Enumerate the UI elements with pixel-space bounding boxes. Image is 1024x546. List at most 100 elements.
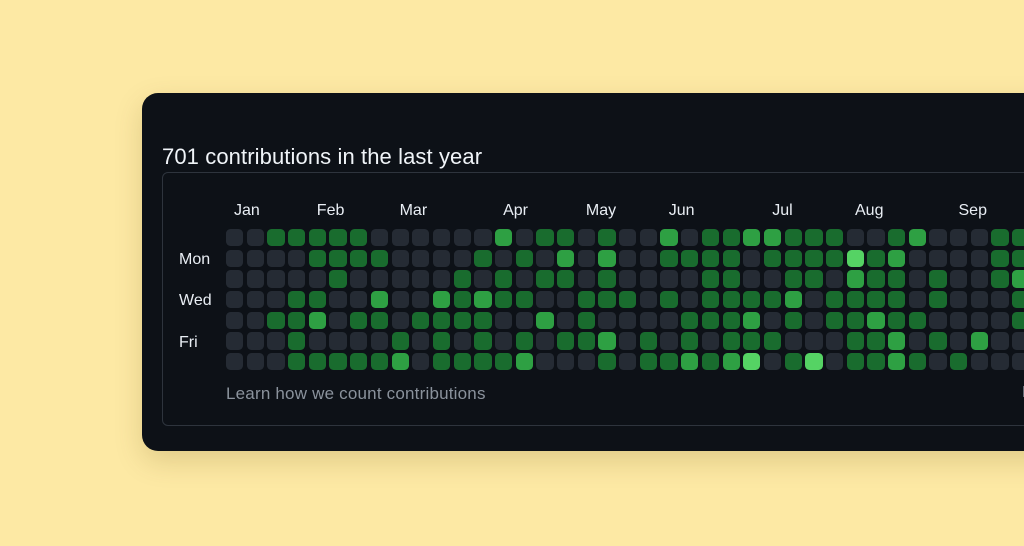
- contribution-cell[interactable]: [474, 311, 492, 330]
- contribution-cell[interactable]: [267, 311, 285, 330]
- contribution-cell[interactable]: [888, 332, 906, 350]
- contribution-cell[interactable]: [370, 229, 389, 247]
- contribution-cell[interactable]: [660, 353, 678, 371]
- contribution-cell[interactable]: [557, 332, 575, 350]
- contribution-cell[interactable]: [246, 353, 264, 371]
- contribution-cell[interactable]: [370, 311, 389, 330]
- contribution-cell[interactable]: [743, 311, 761, 330]
- contribution-cell[interactable]: [908, 311, 926, 330]
- contribution-cell[interactable]: [970, 353, 989, 371]
- contribution-cell[interactable]: [350, 332, 368, 350]
- contribution-cell[interactable]: [929, 332, 947, 350]
- contribution-cell[interactable]: [805, 353, 823, 371]
- contribution-cell[interactable]: [515, 311, 533, 330]
- contribution-cell[interactable]: [577, 270, 595, 288]
- contribution-cell[interactable]: [432, 270, 451, 288]
- contribution-cell[interactable]: [453, 311, 471, 330]
- contribution-cell[interactable]: [494, 291, 513, 309]
- contribution-cell[interactable]: [350, 353, 368, 371]
- contribution-cell[interactable]: [412, 291, 430, 309]
- contribution-cell[interactable]: [453, 270, 471, 288]
- contribution-cell[interactable]: [536, 311, 554, 330]
- contribution-cell[interactable]: [329, 311, 347, 330]
- contribution-cell[interactable]: [474, 270, 492, 288]
- contribution-cell[interactable]: [267, 353, 285, 371]
- contribution-cell[interactable]: [950, 249, 968, 267]
- contribution-cell[interactable]: [763, 270, 782, 288]
- contribution-cell[interactable]: [970, 229, 989, 247]
- contribution-cell[interactable]: [453, 291, 471, 309]
- contribution-cell[interactable]: [598, 353, 616, 371]
- contribution-cell[interactable]: [267, 270, 285, 288]
- contribution-cell[interactable]: [391, 332, 409, 350]
- contribution-cell[interactable]: [660, 311, 678, 330]
- contribution-cell[interactable]: [722, 291, 740, 309]
- contribution-cell[interactable]: [391, 291, 409, 309]
- contribution-cell[interactable]: [226, 249, 244, 267]
- contribution-cell[interactable]: [701, 311, 720, 330]
- contribution-cell[interactable]: [888, 291, 906, 309]
- contribution-cell[interactable]: [701, 291, 720, 309]
- contribution-cell[interactable]: [370, 270, 389, 288]
- contribution-cell[interactable]: [722, 270, 740, 288]
- contribution-cell[interactable]: [1012, 229, 1024, 247]
- contribution-cell[interactable]: [763, 229, 782, 247]
- contribution-cell[interactable]: [743, 291, 761, 309]
- contribution-cell[interactable]: [929, 270, 947, 288]
- contribution-cell[interactable]: [929, 229, 947, 247]
- contribution-cell[interactable]: [846, 291, 864, 309]
- contribution-cell[interactable]: [536, 353, 554, 371]
- contribution-cell[interactable]: [598, 311, 616, 330]
- contribution-cell[interactable]: [267, 291, 285, 309]
- contribution-cell[interactable]: [950, 353, 968, 371]
- contribution-cell[interactable]: [784, 311, 802, 330]
- contribution-cell[interactable]: [329, 249, 347, 267]
- contribution-cell[interactable]: [888, 353, 906, 371]
- contribution-cell[interactable]: [888, 311, 906, 330]
- contribution-cell[interactable]: [246, 270, 264, 288]
- contribution-cell[interactable]: [681, 332, 699, 350]
- contribution-cell[interactable]: [1012, 249, 1024, 267]
- contribution-cell[interactable]: [619, 353, 637, 371]
- contribution-cell[interactable]: [991, 311, 1009, 330]
- contribution-cell[interactable]: [577, 229, 595, 247]
- contribution-cell[interactable]: [991, 249, 1009, 267]
- contribution-cell[interactable]: [929, 249, 947, 267]
- contribution-cell[interactable]: [660, 249, 678, 267]
- contribution-cell[interactable]: [474, 332, 492, 350]
- contribution-cell[interactable]: [867, 311, 885, 330]
- contribution-cell[interactable]: [805, 311, 823, 330]
- contribution-cell[interactable]: [867, 353, 885, 371]
- contribution-cell[interactable]: [350, 291, 368, 309]
- contribution-cell[interactable]: [639, 311, 658, 330]
- contribution-cell[interactable]: [329, 353, 347, 371]
- contribution-cell[interactable]: [639, 291, 658, 309]
- contribution-cell[interactable]: [308, 229, 327, 247]
- contribution-cell[interactable]: [660, 270, 678, 288]
- contribution-cell[interactable]: [412, 270, 430, 288]
- contribution-cell[interactable]: [515, 270, 533, 288]
- contribution-cell[interactable]: [267, 332, 285, 350]
- contribution-cell[interactable]: [577, 291, 595, 309]
- contribution-cell[interactable]: [950, 229, 968, 247]
- contribution-cell[interactable]: [991, 332, 1009, 350]
- contribution-cell[interactable]: [412, 332, 430, 350]
- contribution-cell[interactable]: [763, 249, 782, 267]
- contribution-cell[interactable]: [370, 291, 389, 309]
- contribution-cell[interactable]: [784, 270, 802, 288]
- contribution-cell[interactable]: [288, 249, 306, 267]
- contribution-cell[interactable]: [557, 229, 575, 247]
- contribution-cell[interactable]: [784, 229, 802, 247]
- contribution-cell[interactable]: [474, 249, 492, 267]
- contribution-cell[interactable]: [308, 332, 327, 350]
- contribution-cell[interactable]: [867, 332, 885, 350]
- contribution-cell[interactable]: [722, 311, 740, 330]
- contribution-cell[interactable]: [432, 311, 451, 330]
- contribution-cell[interactable]: [226, 332, 244, 350]
- contribution-cell[interactable]: [763, 311, 782, 330]
- contribution-cell[interactable]: [432, 353, 451, 371]
- contribution-cell[interactable]: [743, 270, 761, 288]
- contribution-cell[interactable]: [867, 229, 885, 247]
- contribution-cell[interactable]: [846, 270, 864, 288]
- contribution-cell[interactable]: [226, 311, 244, 330]
